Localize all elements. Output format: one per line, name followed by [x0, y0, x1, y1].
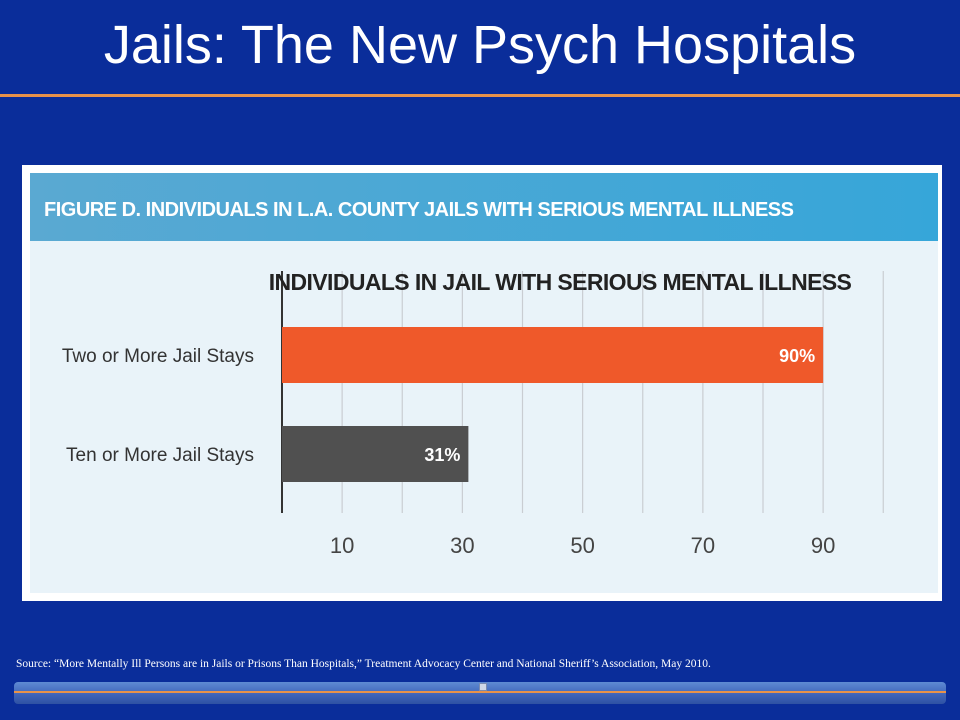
- slide-indicator-icon: [479, 683, 487, 691]
- x-tick-label: 30: [450, 533, 474, 558]
- bar-chart: INDIVIDUALS IN JAIL WITH SERIOUS MENTAL …: [62, 269, 884, 558]
- source-note: Source: “More Mentally Ill Persons are i…: [16, 658, 711, 670]
- figure-header-text: FIGURE D. INDIVIDUALS IN L.A. COUNTY JAI…: [44, 199, 794, 221]
- title-divider: [0, 94, 960, 97]
- x-tick-label: 90: [811, 533, 835, 558]
- x-tick-label: 70: [691, 533, 715, 558]
- footer-bar: [14, 682, 946, 704]
- slide-title: Jails: The New Psych Hospitals: [103, 15, 857, 75]
- x-tick-label: 50: [570, 533, 594, 558]
- category-label: Two or More Jail Stays: [62, 346, 254, 367]
- chart-area: INDIVIDUALS IN JAIL WITH SERIOUS MENTAL …: [30, 241, 938, 593]
- footer-stripe: [14, 691, 946, 693]
- figure-frame: FIGURE D. INDIVIDUALS IN L.A. COUNTY JAI…: [22, 165, 942, 601]
- bar-two-or-more: [282, 327, 824, 383]
- figure-header: FIGURE D. INDIVIDUALS IN L.A. COUNTY JAI…: [30, 173, 938, 241]
- x-tick-label: 10: [330, 533, 354, 558]
- data-label: 90%: [779, 346, 815, 366]
- bar-ten-or-more: [282, 426, 469, 482]
- category-label: Ten or More Jail Stays: [66, 445, 254, 466]
- chart-title: INDIVIDUALS IN JAIL WITH SERIOUS MENTAL …: [269, 269, 852, 295]
- data-label: 31%: [424, 445, 460, 465]
